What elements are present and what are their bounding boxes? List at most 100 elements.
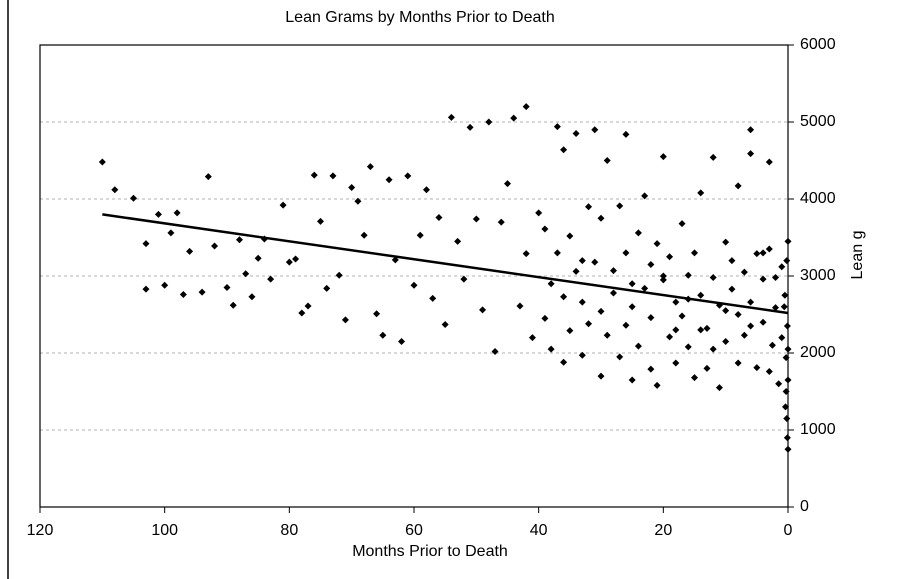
- point: [628, 303, 636, 311]
- point: [715, 384, 723, 392]
- y-tick-label: 3000: [800, 267, 836, 284]
- point: [198, 288, 206, 296]
- point: [641, 284, 649, 292]
- point: [235, 236, 243, 244]
- point: [765, 158, 773, 166]
- point: [653, 381, 661, 389]
- x-tick-label: 120: [27, 522, 54, 539]
- point: [173, 209, 181, 217]
- point: [591, 258, 599, 266]
- point: [753, 250, 761, 258]
- point: [734, 182, 742, 190]
- point: [310, 171, 318, 179]
- point: [186, 247, 194, 255]
- point: [142, 285, 150, 293]
- point: [154, 210, 162, 218]
- point: [747, 322, 755, 330]
- plot-frame: [39, 44, 789, 508]
- point: [472, 215, 480, 223]
- point: [491, 347, 499, 355]
- point: [747, 298, 755, 306]
- point: [229, 301, 237, 309]
- point: [179, 290, 187, 298]
- point: [447, 113, 455, 121]
- point: [634, 342, 642, 350]
- point: [435, 213, 443, 221]
- point: [759, 249, 767, 257]
- point: [622, 249, 630, 257]
- point: [504, 180, 511, 188]
- x-tick-label: 40: [530, 522, 548, 539]
- point: [709, 153, 717, 161]
- point: [765, 367, 773, 375]
- chart-title: Lean Grams by Months Prior to Death: [285, 9, 554, 26]
- point: [781, 291, 789, 299]
- point: [609, 267, 617, 275]
- point: [522, 103, 530, 111]
- point: [734, 311, 742, 318]
- point: [747, 126, 755, 134]
- point: [578, 257, 586, 265]
- x-tick-label: 80: [280, 522, 298, 539]
- point: [130, 194, 137, 202]
- point: [622, 321, 630, 329]
- x-tick-label: 60: [405, 522, 423, 539]
- point: [578, 298, 586, 306]
- point: [747, 150, 755, 158]
- point: [628, 280, 636, 288]
- point: [242, 270, 250, 278]
- point: [697, 291, 705, 299]
- point: [783, 434, 791, 442]
- point: [647, 260, 655, 268]
- point: [753, 364, 761, 372]
- point: [634, 229, 642, 237]
- point: [410, 281, 418, 289]
- point: [441, 321, 449, 329]
- point: [616, 353, 624, 361]
- point: [354, 197, 362, 205]
- point: [304, 302, 312, 310]
- point: [460, 275, 468, 283]
- point: [566, 232, 574, 240]
- point: [379, 331, 387, 339]
- point: [385, 176, 393, 184]
- point: [161, 281, 169, 289]
- point: [267, 275, 275, 283]
- point: [778, 334, 786, 342]
- point: [647, 365, 655, 373]
- point: [454, 237, 462, 245]
- point: [510, 114, 518, 122]
- trend-line: [102, 213, 789, 315]
- point: [479, 306, 487, 314]
- point: [659, 276, 667, 284]
- y-tick-label: 6000: [800, 36, 836, 53]
- point: [765, 245, 773, 253]
- point: [775, 380, 783, 388]
- point: [722, 337, 730, 345]
- point: [553, 249, 561, 257]
- point: [466, 123, 474, 131]
- point: [728, 285, 736, 293]
- point: [697, 189, 705, 197]
- point: [348, 183, 356, 191]
- point: [603, 157, 611, 164]
- point: [341, 316, 349, 324]
- point: [691, 374, 698, 382]
- point: [585, 203, 593, 211]
- point: [740, 268, 748, 276]
- point: [366, 163, 374, 171]
- point: [672, 359, 680, 367]
- point: [485, 118, 493, 126]
- point: [784, 345, 792, 353]
- point: [597, 372, 605, 380]
- point: [678, 312, 686, 320]
- point: [323, 284, 331, 292]
- point: [609, 289, 617, 297]
- point: [622, 130, 630, 138]
- point: [317, 217, 324, 225]
- point: [279, 201, 287, 209]
- point: [560, 358, 568, 366]
- point: [783, 257, 791, 265]
- point: [497, 218, 505, 226]
- point: [528, 334, 536, 342]
